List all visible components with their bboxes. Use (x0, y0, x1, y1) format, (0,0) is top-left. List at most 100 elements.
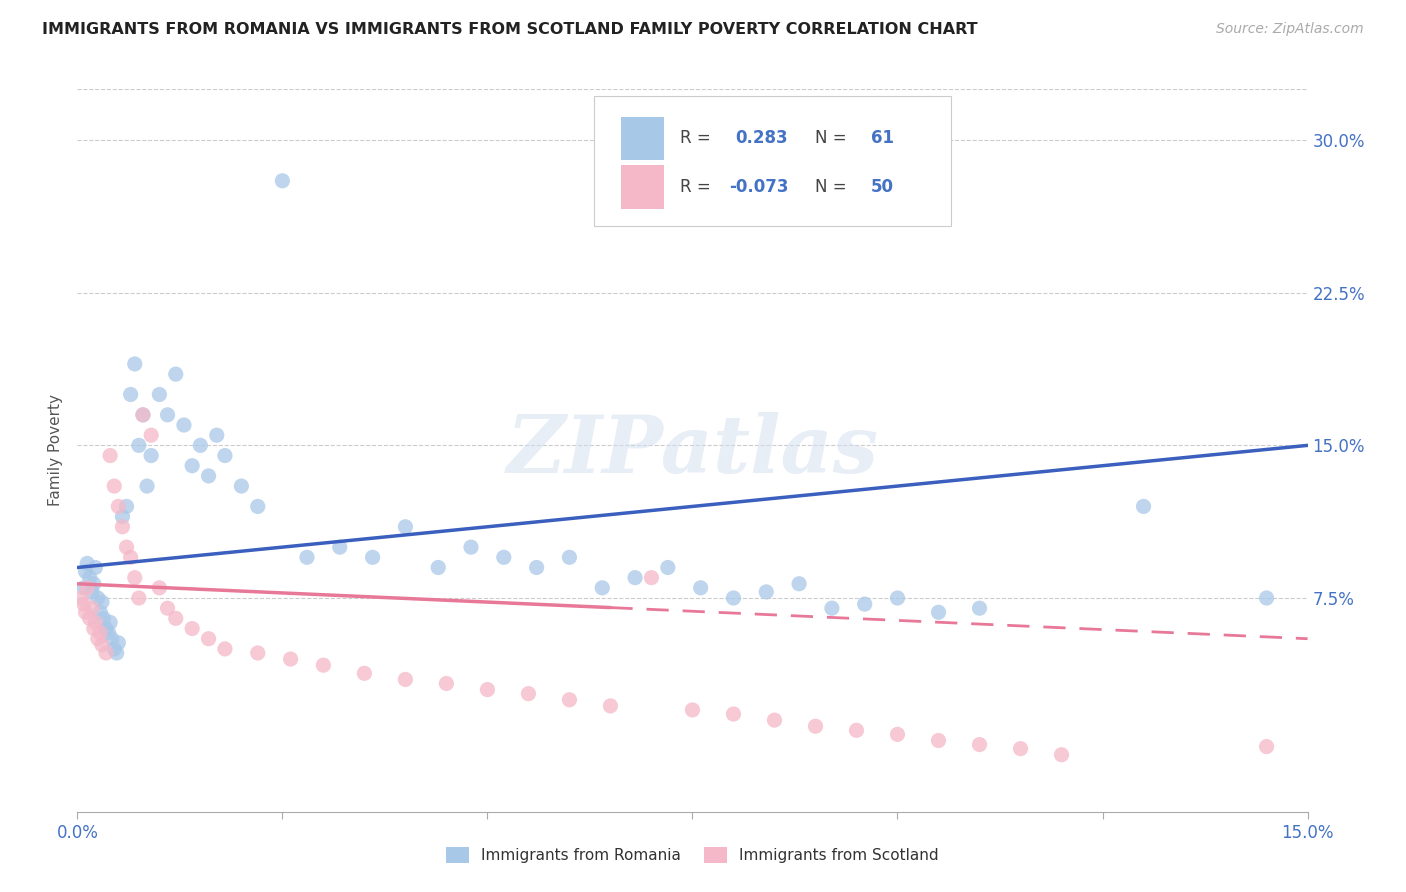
Point (87, 632, 110, 646)
Point (492, 550, 515, 565)
Point (188, 438, 212, 452)
Point (436, 676, 458, 690)
Point (246, 646, 269, 660)
Point (76, 557, 98, 571)
Point (132, 408, 155, 422)
Point (107, 636, 129, 650)
Point (83, 576, 105, 591)
Point (82, 601, 104, 615)
Point (460, 540, 482, 554)
Point (526, 560, 548, 574)
Point (1256, 739, 1278, 754)
Point (1132, 500, 1154, 514)
Point (165, 611, 187, 625)
Point (231, 479, 253, 493)
Point (181, 458, 204, 473)
Point (97, 625, 120, 640)
Point (821, 601, 844, 615)
Point (214, 449, 236, 463)
FancyBboxPatch shape (621, 165, 664, 209)
Point (886, 591, 908, 605)
Point (804, 719, 827, 733)
Point (115, 500, 138, 514)
Point (79, 571, 101, 585)
Point (197, 632, 219, 646)
Point (89, 605, 111, 619)
Point (75, 605, 97, 619)
Point (361, 550, 384, 565)
Point (165, 367, 187, 381)
Point (477, 682, 499, 697)
Point (624, 571, 647, 585)
Point (107, 500, 129, 514)
Point (181, 622, 204, 636)
Point (280, 652, 302, 666)
Point (103, 641, 125, 656)
Point (98, 449, 121, 463)
Point (394, 520, 416, 534)
Text: R =: R = (681, 129, 711, 147)
Point (657, 560, 679, 574)
Point (246, 500, 269, 514)
Point (101, 632, 124, 646)
Text: ZIPatlas: ZIPatlas (506, 412, 879, 489)
Point (723, 706, 745, 721)
Point (120, 550, 142, 565)
Point (120, 387, 142, 401)
Point (89, 625, 111, 640)
Point (689, 581, 711, 595)
Point (115, 540, 138, 554)
Point (591, 581, 613, 595)
Point (312, 658, 335, 673)
Point (173, 417, 195, 432)
Legend: Immigrants from Romania, Immigrants from Scotland: Immigrants from Romania, Immigrants from… (440, 841, 945, 869)
Point (111, 509, 134, 524)
Text: N =: N = (815, 178, 846, 196)
Point (197, 469, 219, 483)
Point (353, 666, 375, 681)
Point (98, 615, 121, 630)
Text: 0.283: 0.283 (735, 129, 789, 147)
Point (763, 713, 786, 727)
Text: 61: 61 (870, 129, 894, 147)
Point (640, 571, 662, 585)
Text: Source: ZipAtlas.com: Source: ZipAtlas.com (1216, 22, 1364, 37)
Point (845, 723, 868, 738)
Point (132, 408, 155, 422)
Point (755, 585, 778, 599)
FancyBboxPatch shape (595, 96, 950, 227)
Point (93, 611, 115, 625)
Point (87, 591, 110, 605)
Point (969, 601, 991, 615)
Point (723, 591, 745, 605)
Point (427, 560, 450, 574)
Point (969, 738, 991, 752)
Point (886, 727, 908, 741)
Point (214, 641, 236, 656)
Point (205, 428, 228, 442)
Point (128, 438, 150, 452)
Point (156, 601, 179, 615)
Point (141, 428, 163, 442)
Point (295, 550, 318, 565)
Point (90, 638, 114, 652)
Point (70, 591, 93, 605)
Point (73, 597, 96, 611)
Point (105, 646, 128, 660)
Point (394, 673, 416, 687)
Text: N =: N = (815, 129, 846, 147)
Text: 50: 50 (870, 178, 894, 196)
Point (124, 357, 146, 371)
Text: R =: R = (681, 178, 711, 196)
FancyBboxPatch shape (621, 117, 664, 160)
Point (79, 611, 101, 625)
Point (156, 408, 179, 422)
Point (329, 540, 352, 554)
Point (558, 550, 581, 565)
Point (94, 622, 117, 636)
Point (148, 387, 170, 401)
Point (82, 585, 104, 599)
Point (94, 646, 117, 660)
Point (84, 615, 107, 630)
Point (90, 595, 114, 609)
